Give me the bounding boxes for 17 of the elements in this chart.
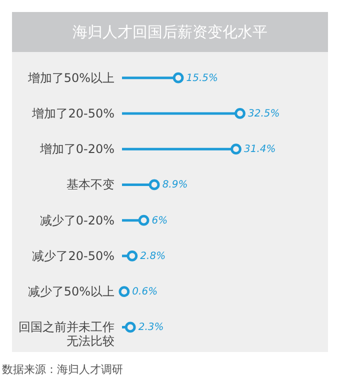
y-tick-label: 回国之前并未工作无法比较 xyxy=(18,320,114,348)
data-label: 2.8% xyxy=(140,250,166,262)
y-tick-label: 基本不变 xyxy=(66,178,114,192)
data-label: 31.4% xyxy=(244,144,276,156)
y-tick-label: 减少了20-50% xyxy=(32,248,114,263)
data-label: 0.6% xyxy=(132,286,158,298)
source-note: 数据来源：海归人才调研 xyxy=(2,362,123,377)
y-tick-label: 增加了50%以上 xyxy=(26,70,114,85)
data-label: 32.5% xyxy=(248,108,280,120)
data-label: 8.9% xyxy=(162,180,188,191)
data-label: 2.3% xyxy=(138,322,164,334)
y-tick-label: 增加了20-50% xyxy=(31,106,114,120)
y-tick-label: 增加了0-20% xyxy=(38,142,114,156)
data-label: 15.5% xyxy=(186,72,218,84)
y-tick-label: 减少了50%以上 xyxy=(28,284,114,299)
y-tick-label: 减少了0-20% xyxy=(40,213,114,228)
data-label: 6% xyxy=(152,215,168,226)
